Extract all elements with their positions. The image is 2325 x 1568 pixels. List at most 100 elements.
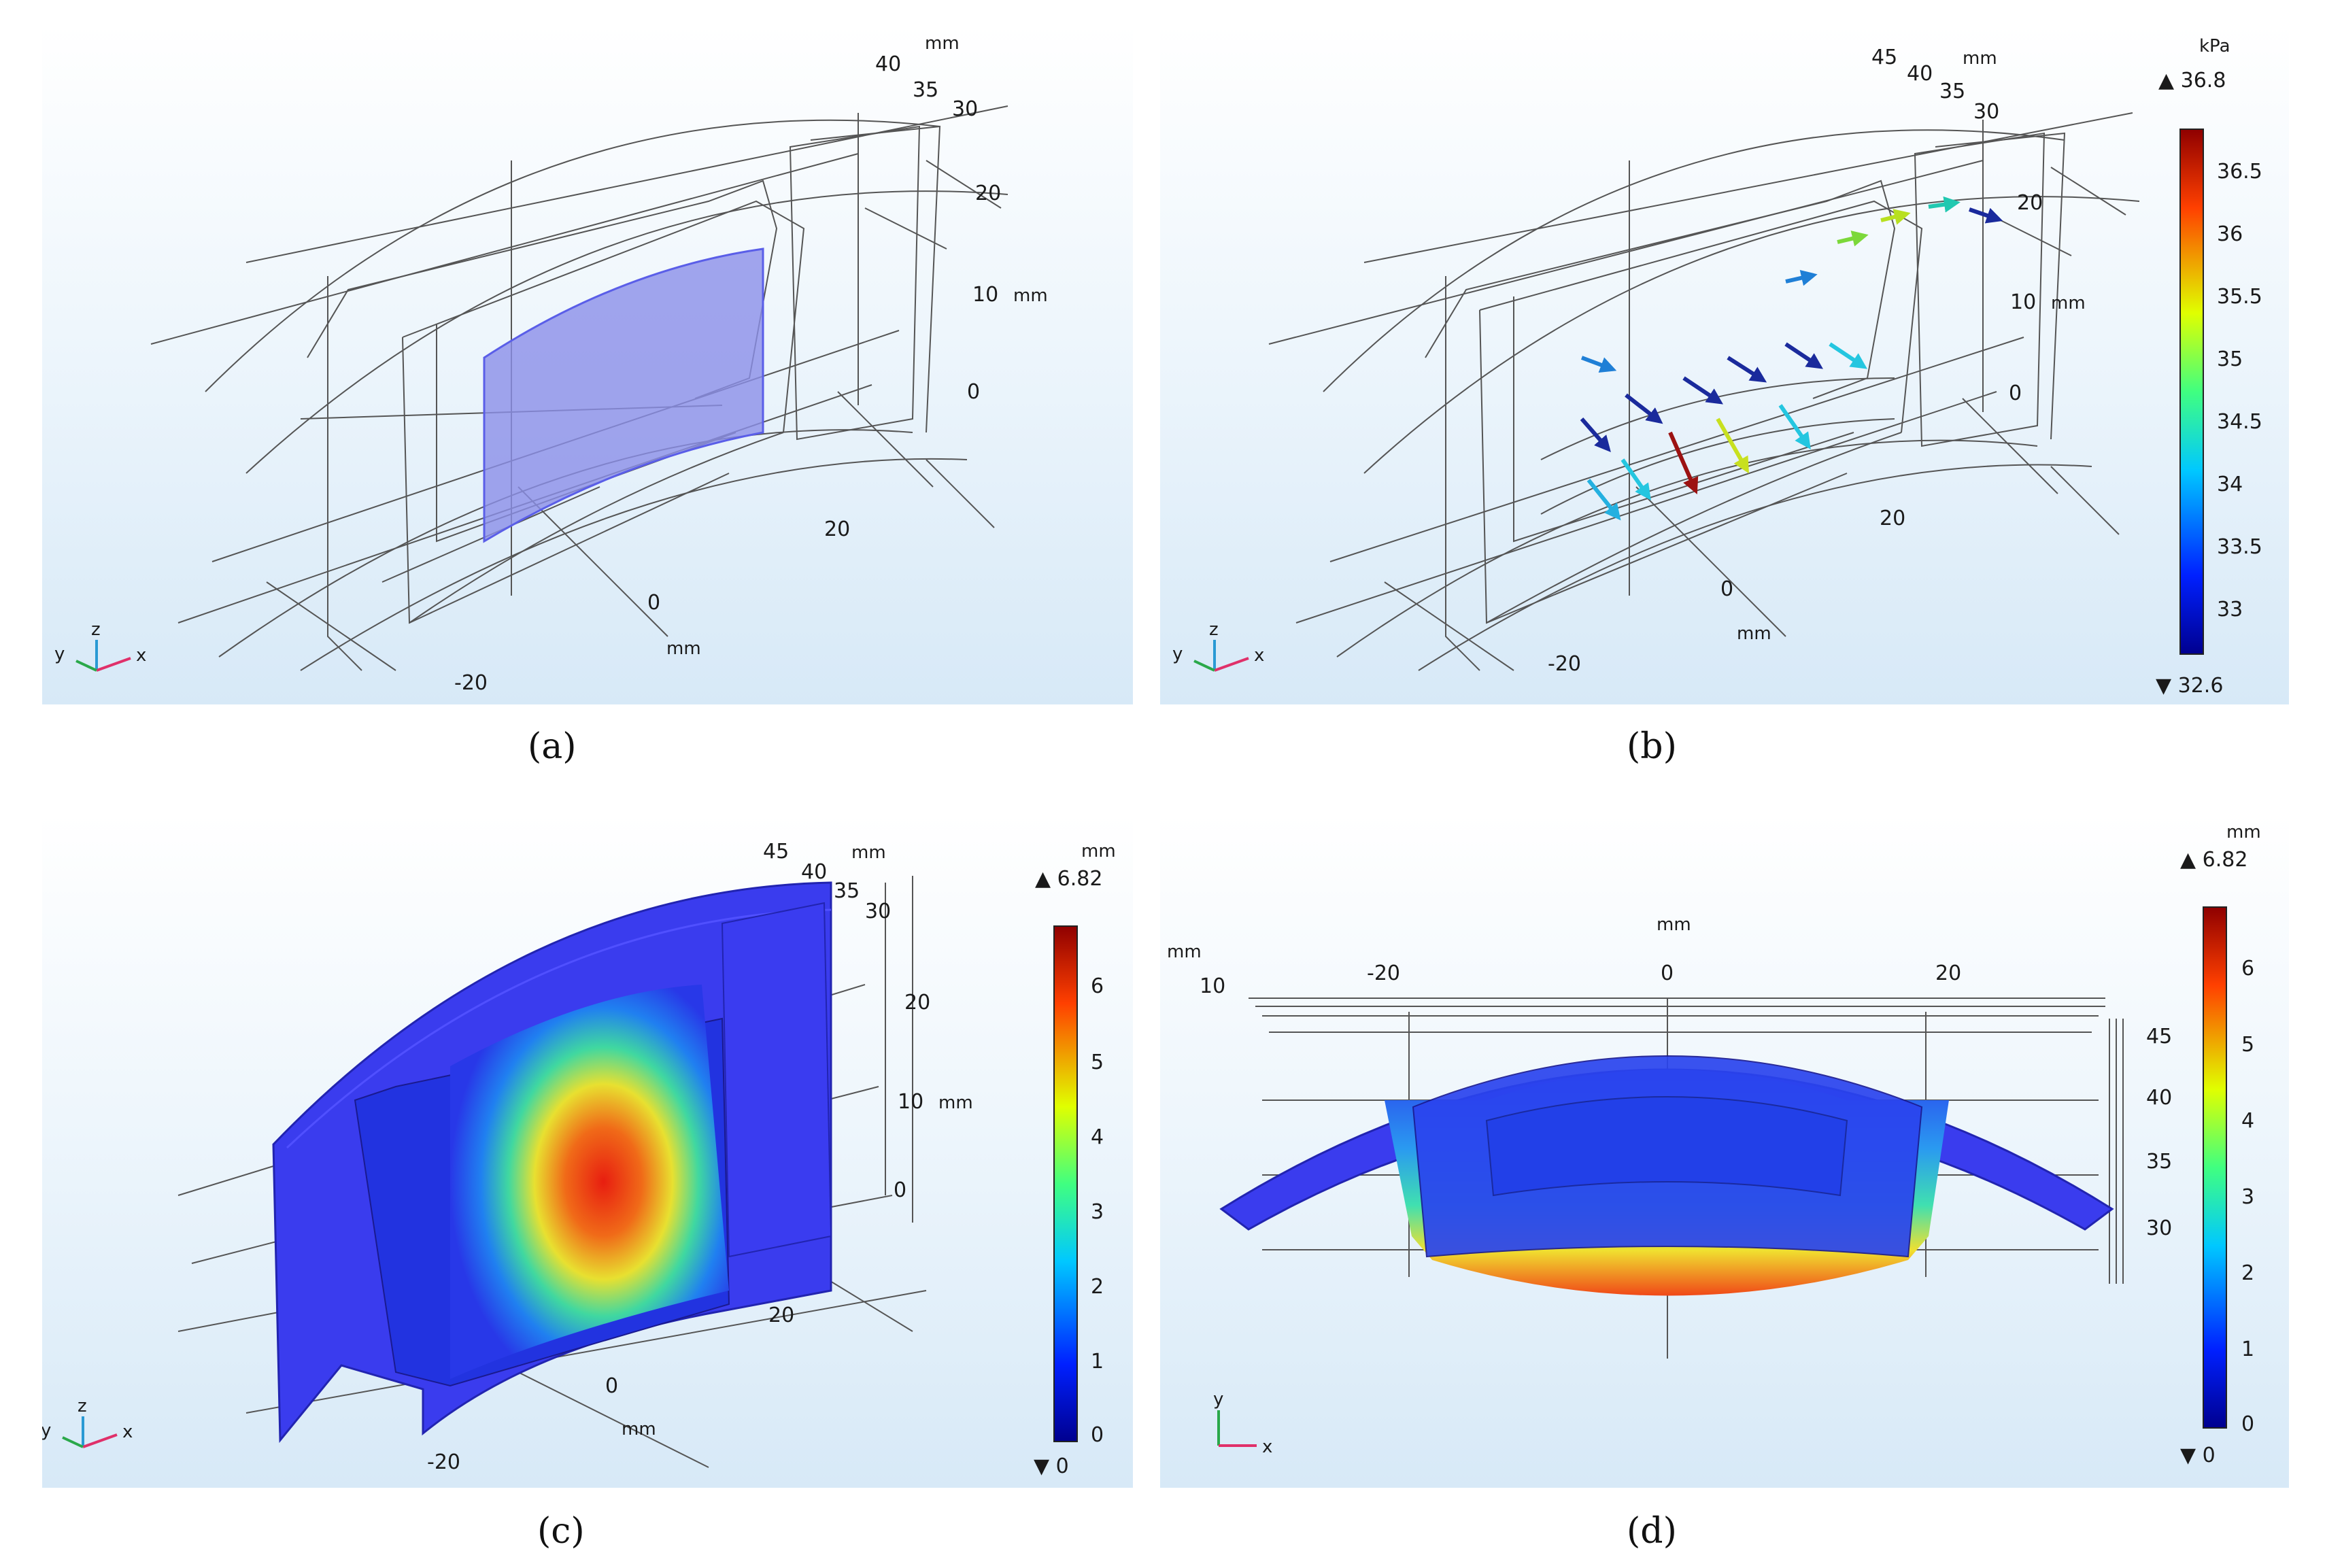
colorbar-tick: 34.5 <box>2217 410 2262 434</box>
pressure-arrow <box>1830 344 1861 364</box>
depth-tick-40: 40 <box>1907 62 1933 86</box>
z-tick-10: 10 <box>972 283 998 307</box>
x-tick-20: 20 <box>768 1303 794 1327</box>
z-unit: mm <box>1013 286 1048 306</box>
axis-x-label: x <box>1262 1437 1272 1457</box>
axis-triad: z x y <box>54 619 146 670</box>
x-tick-20: 20 <box>824 517 850 541</box>
caption-a: (a) <box>528 726 577 767</box>
colorbar-min: ▼ 32.6 <box>2156 674 2223 698</box>
depth-unit: mm <box>925 33 960 54</box>
axis-z-label: z <box>91 619 101 640</box>
axis-z-label: z <box>1209 619 1219 640</box>
z-unit: mm <box>2051 293 2086 313</box>
depth-tick-35: 35 <box>834 879 860 903</box>
pressure-arrow <box>1786 276 1810 282</box>
z-tick-45: 45 <box>2146 1025 2172 1049</box>
colorbar-tick: 2 <box>1091 1275 1104 1299</box>
x-unit: mm <box>666 638 701 659</box>
z-tick-35: 35 <box>2146 1150 2172 1174</box>
panel-d-geometry: mm -20 0 20 mm 10 45 40 35 30 mm ▲ 6.82 … <box>1160 815 2289 1488</box>
z-tick-10: 10 <box>898 1090 923 1114</box>
colorbar-tick: 36.5 <box>2217 160 2262 184</box>
colorbar-tick: 36 <box>2217 222 2243 246</box>
depth-tick-40: 40 <box>801 860 827 884</box>
axis-y-label: y <box>54 644 65 664</box>
x-tick-0: 0 <box>1661 961 1674 985</box>
x-tick-neg20: -20 <box>1548 652 1581 676</box>
colorbar-tick: 5 <box>2241 1033 2254 1057</box>
colorbar-max: ▲ 6.82 <box>1035 867 1102 891</box>
colorbar-unit: mm <box>2226 822 2261 842</box>
z-tick-0: 0 <box>967 380 980 404</box>
pressure-arrow <box>1728 358 1760 378</box>
colorbar-tick: 4 <box>1091 1125 1104 1149</box>
colorbar-tick: 33 <box>2217 598 2243 621</box>
colorbar-max: ▲ 36.8 <box>2158 69 2226 92</box>
axis-x-label: x <box>1254 645 1264 666</box>
colorbar-tick: 35 <box>2217 347 2243 371</box>
x-tick-neg20: -20 <box>454 671 488 695</box>
pressure-arrow <box>1626 395 1657 419</box>
colorbar-tick: 3 <box>2241 1185 2254 1209</box>
colorbar-gradient <box>2180 129 2203 654</box>
z-tick-0: 0 <box>894 1178 906 1202</box>
axis-y-label: y <box>1213 1389 1223 1410</box>
pressure-arrow <box>1670 432 1694 487</box>
left-unit: mm <box>1167 942 1202 962</box>
colorbar-min: ▼ 0 <box>1034 1454 1069 1478</box>
z-tick-20: 20 <box>904 991 930 1015</box>
x-unit: mm <box>622 1419 656 1439</box>
axis-triad: y x <box>1213 1389 1272 1457</box>
colorbar-tick: 0 <box>2241 1412 2254 1436</box>
depth-unit: mm <box>1963 48 1997 69</box>
panel-b-geometry: 45 40 35 30 mm 20 10 mm 0 20 0 mm -20 <box>1160 24 2289 704</box>
colorbar-gradient <box>2203 907 2226 1428</box>
pressure-arrow <box>1582 358 1609 368</box>
panel-a-geometry: 40 35 30 mm 20 10 mm 0 20 0 mm -20 z x y <box>42 24 1133 704</box>
x-unit: mm <box>1737 624 1771 644</box>
pressure-arrow <box>1623 460 1646 494</box>
axis-x-label: x <box>122 1422 133 1442</box>
left-tick-10: 10 <box>1200 974 1225 998</box>
caption-d: (d) <box>1627 1511 1677 1552</box>
colorbar-gradient <box>1054 926 1077 1442</box>
colorbar-tick: 4 <box>2241 1109 2254 1133</box>
colorbar-tick: 6 <box>1091 974 1104 998</box>
colorbar-min: ▼ 0 <box>2180 1444 2216 1467</box>
pressure-arrow <box>1780 405 1806 443</box>
depth-tick-30: 30 <box>952 97 978 121</box>
depth-tick-40: 40 <box>875 52 901 76</box>
depth-tick-30: 30 <box>1973 100 1999 124</box>
colorbar-tick: 1 <box>1091 1350 1104 1374</box>
z-tick-40: 40 <box>2146 1086 2172 1110</box>
depth-unit: mm <box>851 842 886 863</box>
panel-c: 45 40 35 30 mm 20 10 mm 0 20 0 mm -20 mm… <box>42 815 1133 1488</box>
deformed-cross-section <box>1221 1056 2112 1296</box>
x-tick-0: 0 <box>1720 577 1733 601</box>
panel-b: 45 40 35 30 mm 20 10 mm 0 20 0 mm -20 <box>1160 24 2289 704</box>
axis-y-label: y <box>42 1420 51 1441</box>
colorbar: mm ▲ 6.82 6 5 4 3 2 1 0 ▼ 0 <box>2180 822 2261 1467</box>
colorbar-tick: 1 <box>2241 1337 2254 1361</box>
depth-tick-45: 45 <box>763 840 789 864</box>
pressure-arrow <box>1684 378 1716 400</box>
axis-x-label: x <box>136 645 146 666</box>
depth-tick-35: 35 <box>913 78 938 102</box>
axis-triad: z x y <box>42 1396 133 1447</box>
axis-triad: z x y <box>1172 619 1264 670</box>
panel-c-geometry: 45 40 35 30 mm 20 10 mm 0 20 0 mm -20 mm… <box>42 815 1133 1488</box>
z-tick-10: 10 <box>2010 290 2036 314</box>
axis-z-label: z <box>78 1396 87 1416</box>
panel-a: 40 35 30 mm 20 10 mm 0 20 0 mm -20 z x y <box>42 24 1133 704</box>
x-tick-0: 0 <box>647 591 660 615</box>
caption-c: (c) <box>537 1511 585 1552</box>
z-tick-20: 20 <box>975 182 1001 205</box>
panel-d: mm -20 0 20 mm 10 45 40 35 30 mm ▲ 6.82 … <box>1160 815 2289 1488</box>
x-tick-20: 20 <box>1880 507 1905 530</box>
colorbar-tick: 0 <box>1091 1423 1104 1447</box>
colorbar: kPa ▲ 36.8 36.5 36 35.5 35 34.5 34 33.5 … <box>2156 36 2262 698</box>
colorbar-tick: 2 <box>2241 1261 2254 1285</box>
colorbar-max: ▲ 6.82 <box>2180 848 2247 872</box>
colorbar-tick: 35.5 <box>2217 285 2262 309</box>
